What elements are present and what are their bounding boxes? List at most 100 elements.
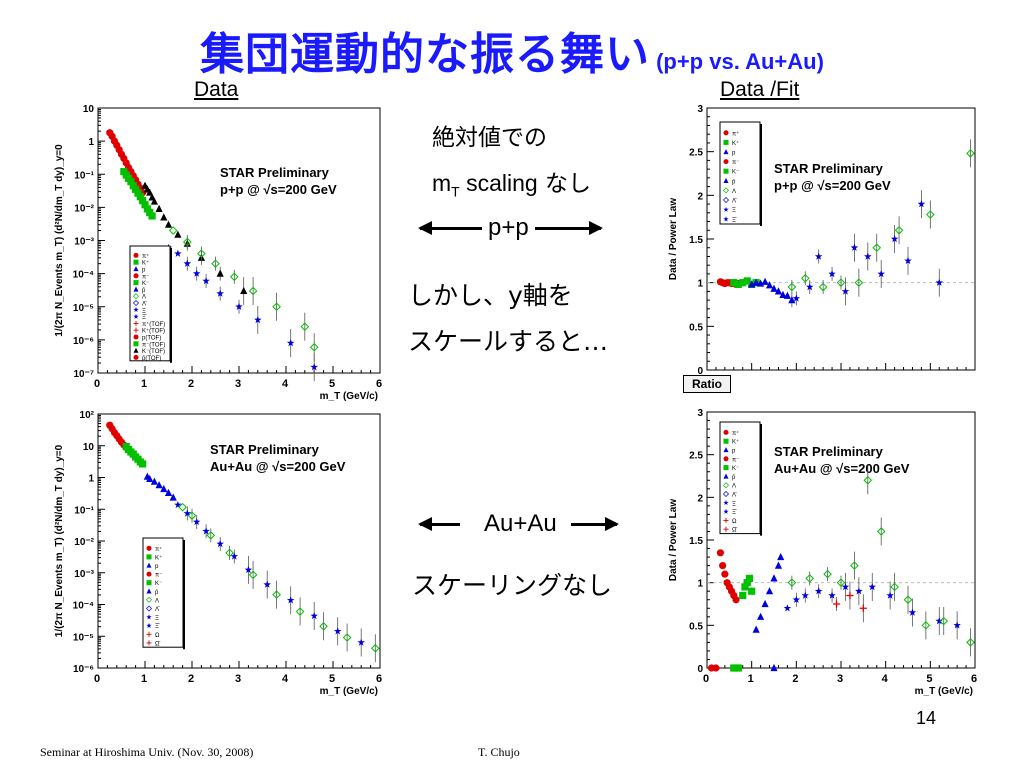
data-point [134,189,142,197]
data-point [342,633,352,642]
data-point [723,159,729,165]
data-point [935,278,943,286]
y-tick-label: 10 [83,442,95,453]
legend-entry: p̄ [732,179,736,185]
data-point [160,484,168,493]
annotation-line2: Au+Au @ √s=200 GeV [210,459,346,474]
data-point [868,583,876,591]
data-point [723,130,729,136]
slide-title-main: 集団運動的な振る舞い [200,29,651,80]
data-point [966,149,975,158]
y-axis-label: Data / Power Law [668,499,679,581]
data-point [370,643,380,653]
y-tick-label: 1 [697,279,703,290]
data-point [216,539,224,548]
mid-note-line2: mT scaling なし [432,164,591,200]
x-tick-label: 3 [235,673,241,685]
data-point [133,347,139,353]
data-point [146,545,152,551]
y-tick-label: 0 [697,664,703,675]
data-point [192,518,201,526]
x-tick-label: 6 [971,673,977,685]
data-point [734,664,742,672]
data-point [723,149,729,155]
x-tick-label: 6 [376,673,382,685]
data-point [146,562,152,568]
y-tick-label: 0.5 [689,621,703,632]
data-point [903,595,913,605]
legend-entry: π⁻ [732,160,739,166]
y-tick-label: 10⁻³ [74,569,94,580]
data-point [148,212,156,220]
data-point [146,622,152,628]
legend-shadow [760,424,762,536]
data-point [235,302,243,310]
legend-entry: p(TOF) [142,336,161,342]
data-point [886,591,894,599]
legend-entry: Λ̄ [732,493,737,499]
data-point [723,438,729,444]
annotation-line2: p+p @ √s=200 GeV [220,182,337,197]
mid-note-absolute: 絶対値での [432,125,547,151]
legend: π⁺ K⁺ p π⁻ K⁻ p̄ Λ Λ̄ Ξ Ξ̄ Ω Ω̄ [719,421,762,536]
data-series [707,549,740,672]
data-point [146,588,152,594]
data-point [765,587,774,595]
data-series [178,502,380,663]
data-series [122,442,147,468]
x-tick-label: 2 [792,673,798,685]
annotation-line2: Au+Au @ √s=200 GeV [774,461,910,476]
column-label-data: Data [194,78,239,101]
data-point [908,608,917,616]
pp-arrow-row: p+p [418,214,603,242]
data-point [836,578,846,587]
auau-arrow-row: Au+Au [418,510,619,538]
data-point [761,599,769,608]
data-point [244,565,253,574]
data-point [272,590,281,599]
column-label-data-fit: Data /Fit [720,78,800,101]
data-point [841,287,850,295]
data-point [721,570,729,578]
x-axis-label: m_T (GeV/c) [320,391,378,402]
data-point [216,289,224,297]
legend-entry: K⁺ [155,554,162,561]
data-point [133,313,139,319]
page-number: 14 [915,708,936,728]
data-series [174,501,365,657]
chart-svg: 0 1 2 3 4 5 6 10⁻⁷ 10⁻⁶ 10⁻⁵ 10⁻⁴ 10⁻³ 10⁻² 10⁻¹ 1 10 1/… [54,104,382,402]
legend-entry: Ξ̄ [732,510,737,516]
mid-note-mt-sub: T [451,183,460,200]
data-point [723,508,729,514]
legend-entry: Ω̄ [732,528,737,534]
y-axis-label: Data / Power Law [668,198,679,280]
data-point [723,500,729,506]
y-tick-label: 3 [697,104,703,115]
data-point [876,527,886,536]
data-point [814,587,823,595]
legend-entry: π⁻ [142,274,149,280]
data-point [133,273,139,279]
data-point [745,574,754,582]
data-point [723,517,729,523]
data-point [774,287,783,295]
x-tick-label: 4 [882,673,889,685]
data-point [133,354,139,360]
x-tick-label: 1 [748,673,754,685]
data-point [854,278,864,287]
data-point [310,612,318,620]
data-point [788,296,796,304]
legend-entry: Ξ [732,208,736,214]
x-tick-label: 1 [141,673,147,685]
data-point [319,622,328,631]
data-point [770,663,778,672]
ratio-tag: Ratio [683,375,731,393]
x-axis-label: m_T (GeV/c) [320,686,378,697]
y-tick-label: 2.5 [689,148,703,159]
data-point [174,501,182,509]
legend-entry: K⁻ [155,581,162,587]
y-tick-label: 1 [88,474,94,485]
legend-entry: Ξ [732,501,736,507]
legend-entry: p̄ [155,590,159,596]
data-point [805,574,815,583]
